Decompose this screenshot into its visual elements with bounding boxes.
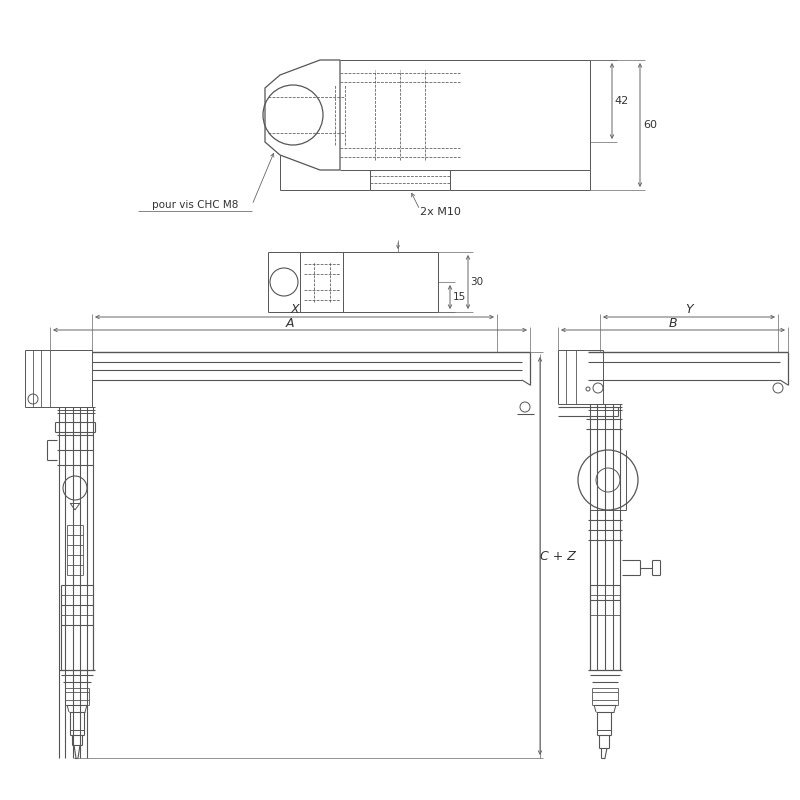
- Text: 60: 60: [643, 120, 657, 130]
- Text: 30: 30: [470, 277, 483, 287]
- Text: pour vis CHC M8: pour vis CHC M8: [152, 200, 238, 210]
- Text: 15: 15: [452, 292, 466, 302]
- Text: X: X: [290, 303, 299, 317]
- Text: A: A: [286, 317, 294, 330]
- Text: Y: Y: [685, 303, 693, 317]
- Text: B: B: [669, 317, 678, 330]
- Text: C + Z: C + Z: [540, 550, 576, 562]
- Text: 2x M10: 2x M10: [420, 207, 461, 217]
- Text: 42: 42: [615, 96, 629, 106]
